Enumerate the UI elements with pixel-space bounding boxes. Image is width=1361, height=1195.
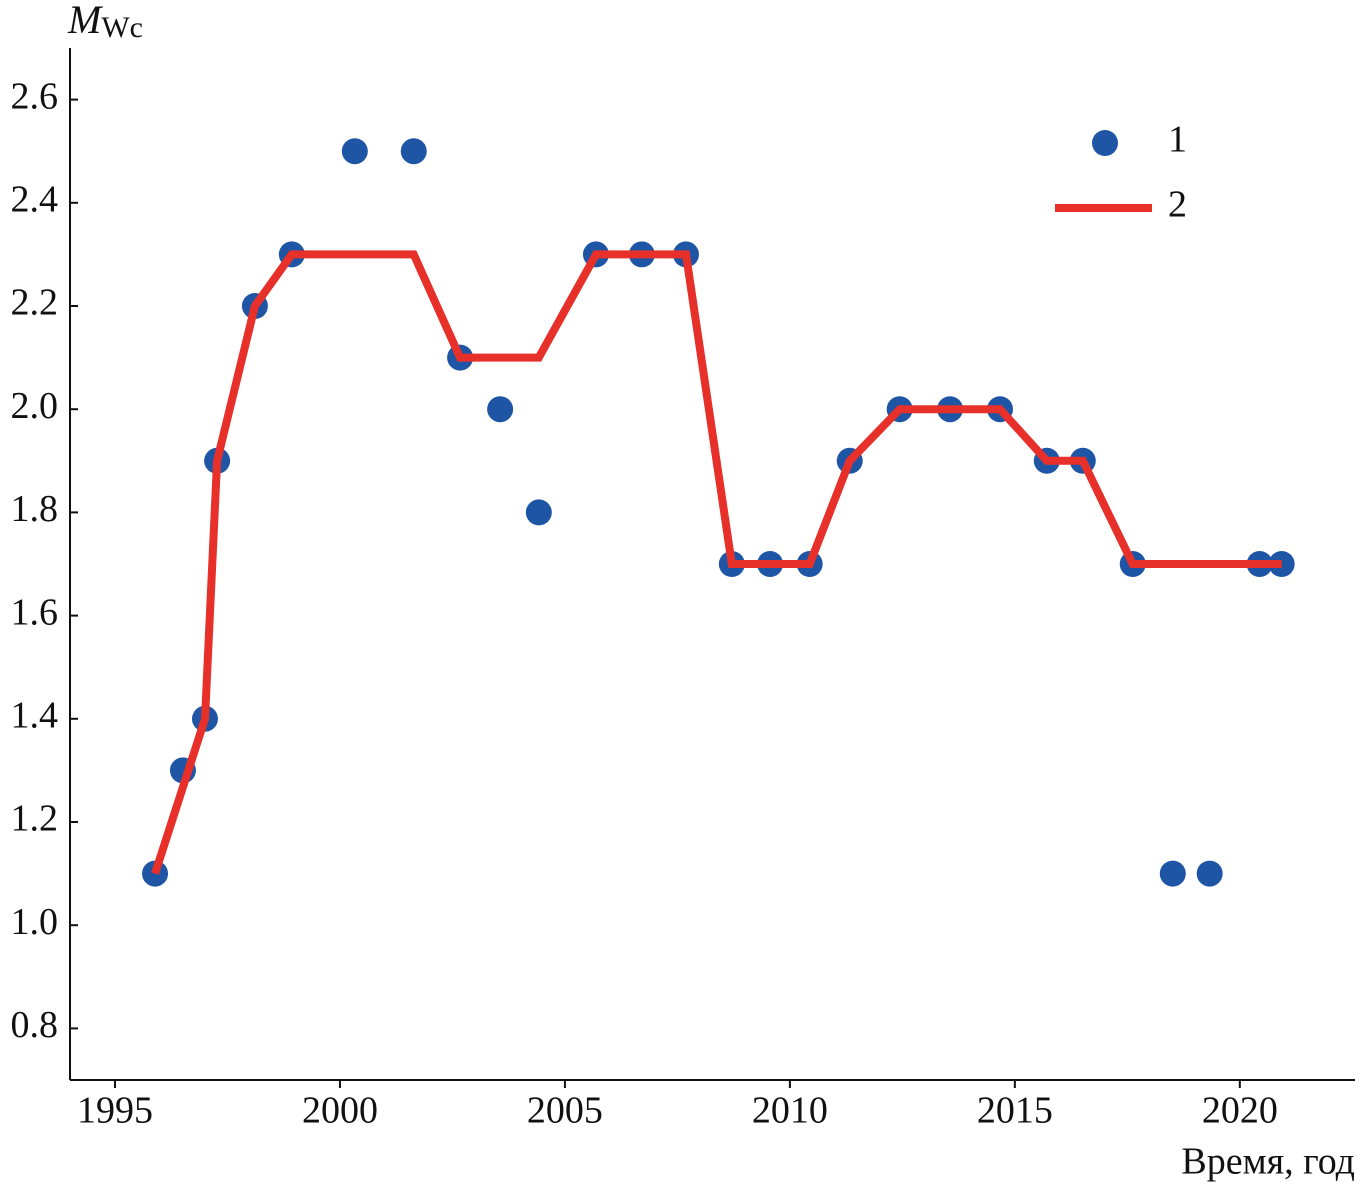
y-tick-label: 1.6	[11, 591, 59, 633]
y-tick-label: 1.2	[11, 798, 59, 840]
data-point	[400, 138, 427, 165]
x-tick-label: 2015	[977, 1090, 1053, 1132]
y-axis-label: MWc	[67, 0, 143, 44]
y-tick-label: 0.8	[11, 1004, 59, 1046]
y-tick-label: 2.2	[11, 282, 59, 324]
data-point	[487, 396, 514, 423]
legend-label: 2	[1168, 184, 1187, 226]
y-label-sub: Wc	[101, 11, 143, 44]
x-tick-label: 1995	[77, 1090, 153, 1132]
x-axis-label: Время, год	[1181, 1141, 1355, 1183]
y-tick-label: 2.0	[11, 385, 59, 427]
y-label-main: M	[67, 0, 104, 42]
data-point	[525, 499, 552, 526]
legend-label: 1	[1168, 119, 1187, 161]
x-tick-label: 2010	[752, 1090, 828, 1132]
data-point	[1159, 860, 1186, 887]
y-tick-label: 2.4	[11, 179, 59, 221]
x-tick-label: 2020	[1202, 1090, 1278, 1132]
y-tick-label: 1.0	[11, 901, 59, 943]
x-tick-label: 2000	[302, 1090, 378, 1132]
data-line	[151, 250, 1282, 875]
x-tick-label: 2005	[527, 1090, 603, 1132]
y-tick-label: 1.8	[11, 488, 59, 530]
y-tick-label: 1.4	[11, 695, 59, 737]
data-point	[1196, 860, 1223, 887]
data-point	[341, 138, 368, 165]
legend-marker	[1092, 130, 1118, 156]
y-tick-label: 2.6	[11, 75, 59, 117]
